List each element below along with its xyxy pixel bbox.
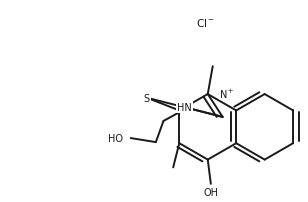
Text: HN: HN (177, 102, 192, 112)
Text: S: S (144, 93, 150, 103)
Text: N$^+$: N$^+$ (219, 87, 235, 100)
Text: Cl$^-$: Cl$^-$ (196, 16, 215, 28)
Text: OH: OH (203, 187, 218, 197)
Text: HO: HO (108, 133, 123, 143)
